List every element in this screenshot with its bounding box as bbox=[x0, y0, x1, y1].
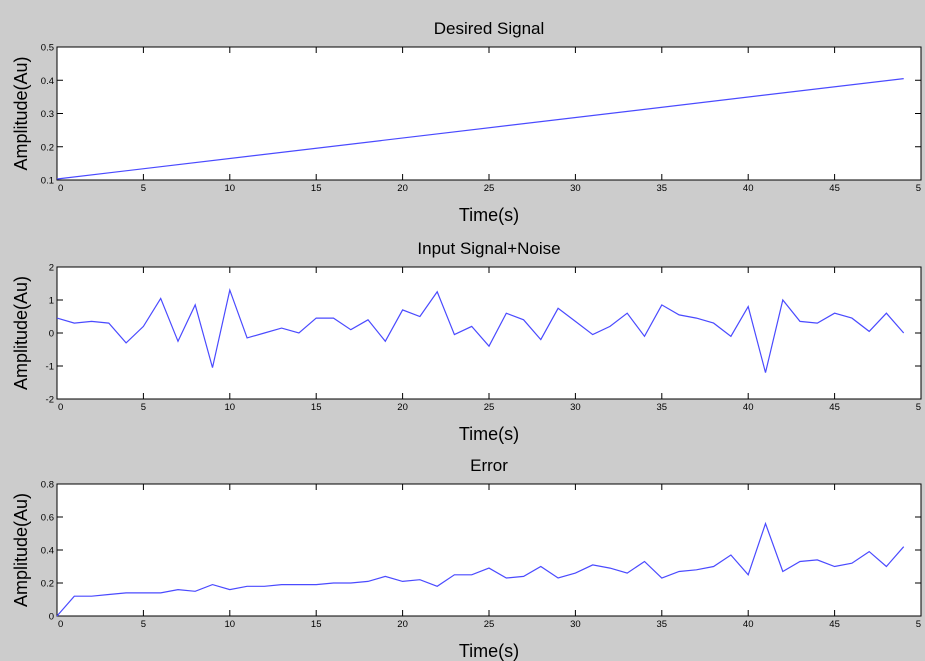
x-tick-label: 40 bbox=[743, 402, 754, 413]
x-tick-label: 20 bbox=[397, 183, 408, 194]
chart-panel-3: Error Time(s) Amplitude(Au) 0 5 10 15 20 25 30 35 4… bbox=[11, 456, 922, 661]
x-tick-label: 45 bbox=[829, 619, 840, 630]
x-tick-label: 15 bbox=[311, 183, 322, 194]
x-tick-label: 30 bbox=[570, 619, 581, 630]
chart-panel-1: Desired Signal Time(s) Amplitude(Au) 0 5 10 15… bbox=[11, 19, 922, 225]
y-tick-label: 1 bbox=[49, 296, 54, 307]
x-axis-label: Time(s) bbox=[459, 424, 519, 444]
x-tick-label: 5 bbox=[916, 402, 921, 413]
x-tick-label: 5 bbox=[916, 183, 921, 194]
x-axis-label: Time(s) bbox=[459, 641, 519, 661]
series-line-1 bbox=[56, 78, 904, 180]
series-line-1 bbox=[56, 521, 905, 617]
y-tick-label: -1 bbox=[46, 362, 54, 373]
x-tick-label: 35 bbox=[657, 402, 668, 413]
chart-panel-2: Input Signal+Noise Time(s) Amplitude(Au) 0 5… bbox=[11, 239, 922, 444]
plot-area bbox=[56, 266, 922, 400]
plot-area bbox=[56, 46, 922, 181]
y-tick-label: -2 bbox=[46, 395, 54, 406]
series-line-1 bbox=[56, 287, 905, 373]
y-tick-label: 0.2 bbox=[41, 142, 54, 153]
x-tick-label: 10 bbox=[225, 402, 236, 413]
x-tick-label: 0 bbox=[58, 183, 63, 194]
x-tick-label: 0 bbox=[58, 619, 63, 630]
x-tick-label: 10 bbox=[225, 183, 236, 194]
x-tick-label: 45 bbox=[829, 183, 840, 194]
x-tick-label: 35 bbox=[657, 619, 668, 630]
x-tick-label: 45 bbox=[829, 402, 840, 413]
x-tick-label: 15 bbox=[311, 619, 322, 630]
y-tick-label: 0.6 bbox=[41, 513, 54, 524]
x-tick-label: 25 bbox=[484, 619, 495, 630]
y-tick-label: 0.3 bbox=[41, 109, 54, 120]
y-tick-label: 0.5 bbox=[41, 43, 54, 54]
y-tick-label: 0.4 bbox=[41, 546, 54, 557]
x-tick-label: 5 bbox=[141, 402, 146, 413]
chart-title: Desired Signal bbox=[434, 19, 545, 38]
x-tick-label: 20 bbox=[397, 402, 408, 413]
chart-title: Error bbox=[470, 456, 508, 475]
y-tick-label: 0 bbox=[49, 612, 54, 623]
y-tick-label: 0 bbox=[49, 329, 54, 340]
x-tick-label: 25 bbox=[484, 183, 495, 194]
plot-area bbox=[56, 483, 922, 617]
x-tick-label: 0 bbox=[58, 402, 63, 413]
x-tick-label: 5 bbox=[141, 183, 146, 194]
y-axis-label: Amplitude(Au) bbox=[11, 493, 31, 607]
x-tick-label: 25 bbox=[484, 402, 495, 413]
x-tick-label: 5 bbox=[141, 619, 146, 630]
y-axis-label: Amplitude(Au) bbox=[11, 276, 31, 390]
x-tick-label: 40 bbox=[743, 183, 754, 194]
y-tick-label: 0.2 bbox=[41, 579, 54, 590]
x-tick-label: 5 bbox=[916, 619, 921, 630]
x-tick-label: 35 bbox=[657, 183, 668, 194]
y-tick-label: 2 bbox=[49, 263, 54, 274]
y-tick-label: 0.1 bbox=[41, 176, 54, 187]
x-tick-label: 30 bbox=[570, 183, 581, 194]
x-axis-label: Time(s) bbox=[459, 205, 519, 225]
x-tick-label: 15 bbox=[311, 402, 322, 413]
y-axis-label: Amplitude(Au) bbox=[11, 56, 31, 170]
x-tick-label: 40 bbox=[743, 619, 754, 630]
chart-title: Input Signal+Noise bbox=[417, 239, 560, 258]
x-tick-label: 30 bbox=[570, 402, 581, 413]
x-tick-label: 20 bbox=[397, 619, 408, 630]
y-tick-label: 0.8 bbox=[41, 480, 54, 491]
y-tick-label: 0.4 bbox=[41, 76, 54, 87]
x-tick-label: 10 bbox=[225, 619, 236, 630]
